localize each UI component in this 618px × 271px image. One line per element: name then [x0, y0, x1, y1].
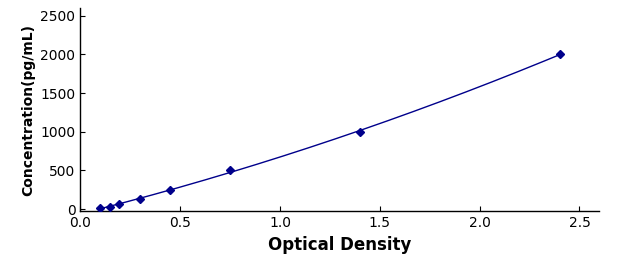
Y-axis label: Concentration(pg/mL): Concentration(pg/mL) [21, 24, 35, 196]
X-axis label: Optical Density: Optical Density [268, 236, 412, 254]
